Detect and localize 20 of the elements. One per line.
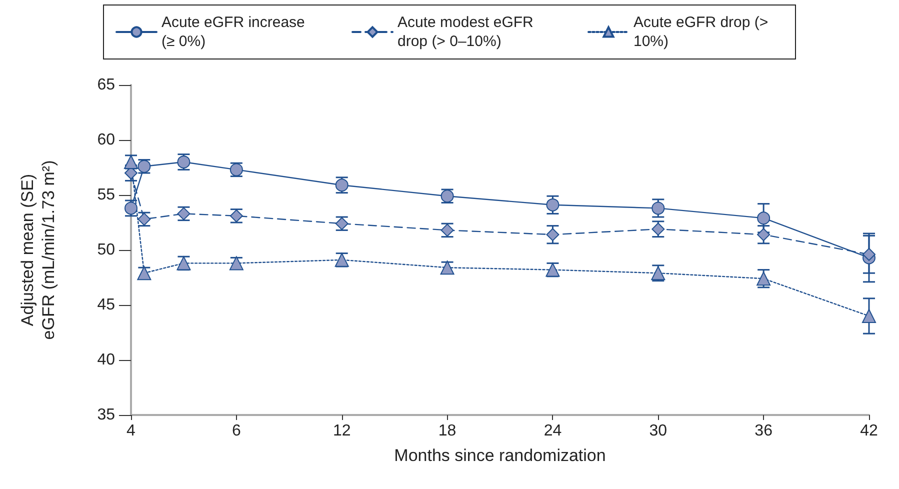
y-tick-label: 60 [97, 132, 116, 148]
x-tick-label: 18 [438, 422, 456, 440]
legend-label: Acute eGFR drop (> 10%) [634, 14, 772, 50]
x-tick-label: 42 [860, 422, 878, 440]
legend-label: Acute eGFR increase (≥ 0%) [162, 14, 310, 50]
legend-label: Acute modest eGFR drop (> 0–10%) [398, 14, 538, 50]
y-axis-title: Adjusted mean (SE) eGFR (mL/min/1.73 m²) [18, 160, 58, 340]
x-tick-label: 30 [649, 422, 668, 440]
y-tick-label: 40 [97, 352, 116, 368]
y-tick-label: 35 [97, 406, 116, 424]
y-tick-label: 65 [97, 76, 116, 94]
x-tick-label: 36 [754, 422, 773, 440]
y-tick-label: 50 [97, 242, 116, 258]
x-tick-label: 24 [544, 422, 562, 440]
x-tick-label: 6 [232, 422, 241, 440]
y-tick-label: 55 [97, 186, 116, 204]
y-tick-label: 45 [97, 296, 116, 314]
x-tick-label: 12 [332, 422, 351, 440]
x-axis-title: Months since randomization [394, 446, 606, 465]
x-tick-label: 4 [126, 422, 136, 440]
